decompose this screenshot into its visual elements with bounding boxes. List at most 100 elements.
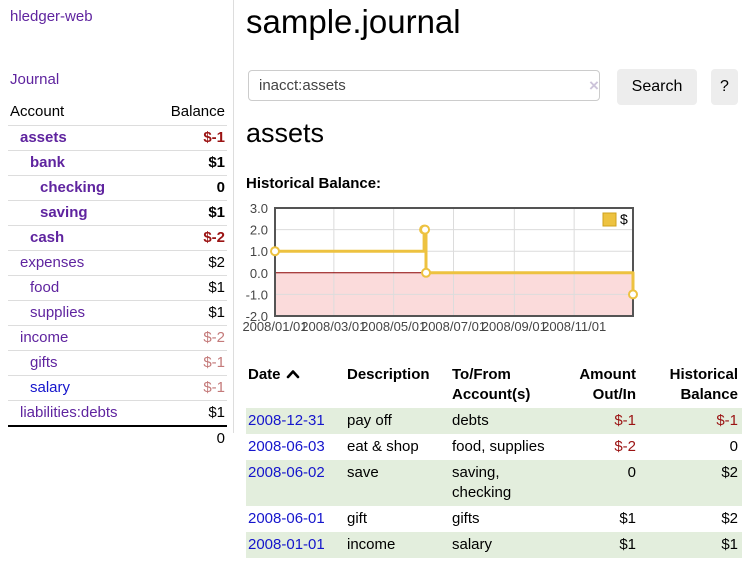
account-balance: $-1 bbox=[203, 129, 225, 146]
accounts-column-balance: Balance bbox=[170, 103, 225, 120]
accounts-table-header: Account Balance bbox=[8, 100, 227, 126]
transaction-description: eat & shop bbox=[347, 438, 419, 455]
account-balance: $1 bbox=[208, 404, 225, 421]
account-balance: $1 bbox=[208, 304, 225, 321]
account-row: bank $1 bbox=[8, 150, 227, 176]
svg-text:1.0: 1.0 bbox=[250, 244, 268, 259]
account-link[interactable]: supplies bbox=[30, 304, 86, 321]
svg-text:2008/01/01: 2008/01/01 bbox=[242, 319, 307, 334]
sidebar-divider bbox=[233, 0, 234, 433]
account-balance: $-2 bbox=[203, 329, 225, 346]
transaction-accounts: saving, checking bbox=[452, 464, 512, 501]
svg-text:3.0: 3.0 bbox=[250, 203, 268, 216]
page-title: sample.journal bbox=[246, 3, 461, 40]
account-balance: $1 bbox=[208, 279, 225, 296]
transaction-row: 2008-06-01 gift gifts $1 $2 bbox=[246, 506, 742, 532]
register-column-amount-out-in: Amount Out/In bbox=[579, 366, 636, 403]
account-link[interactable]: salary bbox=[30, 379, 71, 396]
sort-ascending-icon bbox=[286, 370, 299, 379]
accounts-table: Account Balance assets $-1 bank $1 checking 0… bbox=[8, 100, 227, 451]
transaction-amount: $-1 bbox=[614, 412, 636, 429]
svg-text:2.0: 2.0 bbox=[250, 223, 268, 238]
transaction-balance: 0 bbox=[729, 438, 738, 455]
account-row: salary $-1 bbox=[8, 375, 227, 401]
account-link[interactable]: liabilities:debts bbox=[20, 404, 118, 421]
account-link[interactable]: food bbox=[30, 279, 60, 296]
accounts-total-balance: 0 bbox=[216, 430, 225, 447]
register-table: Date Description To/From Account(s) Amount … bbox=[246, 362, 742, 558]
register-column-to-from-account-s-: To/From Account(s) bbox=[452, 366, 531, 403]
account-row: checking 0 bbox=[8, 175, 227, 201]
transaction-date-link[interactable]: 2008-12-31 bbox=[248, 412, 325, 429]
svg-text:2008/07/01: 2008/07/01 bbox=[421, 319, 486, 334]
transaction-balance: $-1 bbox=[716, 412, 738, 429]
account-balance: 0 bbox=[216, 179, 225, 196]
svg-text:2008/03/01: 2008/03/01 bbox=[301, 319, 366, 334]
account-link[interactable]: gifts bbox=[30, 354, 58, 371]
transaction-row: 2008-06-02 save saving, checking 0 $2 bbox=[246, 460, 742, 506]
transaction-amount: $1 bbox=[619, 510, 636, 527]
sidebar-item-journal[interactable]: Journal bbox=[10, 71, 60, 88]
transaction-row: 2008-06-03 eat & shop food, supplies $-2 0 bbox=[246, 434, 742, 460]
transaction-balance: $2 bbox=[721, 464, 738, 481]
transaction-amount: 0 bbox=[627, 464, 636, 481]
transaction-description: income bbox=[347, 536, 396, 553]
account-row: supplies $1 bbox=[8, 300, 227, 326]
transaction-accounts: debts bbox=[452, 412, 489, 429]
account-link[interactable]: saving bbox=[40, 204, 88, 221]
app-brand-link[interactable]: hledger-web bbox=[10, 8, 93, 25]
account-balance: $1 bbox=[208, 204, 225, 221]
chart-title: Historical Balance: bbox=[246, 175, 382, 192]
clear-search-icon[interactable]: × bbox=[589, 76, 599, 95]
transaction-date-link[interactable]: 2008-06-03 bbox=[248, 438, 325, 455]
transaction-description: pay off bbox=[347, 412, 392, 429]
account-row: income $-2 bbox=[8, 325, 227, 351]
account-link[interactable]: bank bbox=[30, 154, 66, 171]
account-balance: $1 bbox=[208, 154, 225, 171]
transaction-date-link[interactable]: 2008-06-01 bbox=[248, 510, 325, 527]
accounts-column-account: Account bbox=[10, 103, 65, 120]
account-row: food $1 bbox=[8, 275, 227, 301]
register-table-body: 2008-12-31 pay off debts $-1 $-1 2008-06-03 ea… bbox=[246, 408, 742, 558]
svg-text:2008/11/01: 2008/11/01 bbox=[542, 319, 606, 334]
transaction-description: save bbox=[347, 464, 379, 481]
accounts-table-body: assets $-1 bank $1 checking 0 saving $1 cash $-2 e… bbox=[8, 125, 227, 427]
transaction-balance: $2 bbox=[721, 510, 738, 527]
account-link[interactable]: expenses bbox=[20, 254, 85, 271]
transaction-amount: $1 bbox=[619, 536, 636, 553]
account-balance: $-1 bbox=[203, 379, 225, 396]
transaction-date-link[interactable]: 2008-01-01 bbox=[248, 536, 325, 553]
transaction-row: 2008-01-01 income salary $1 $1 bbox=[246, 532, 742, 558]
account-link[interactable]: checking bbox=[40, 179, 106, 196]
transaction-row: 2008-12-31 pay off debts $-1 $-1 bbox=[246, 408, 742, 434]
svg-text:$: $ bbox=[620, 211, 628, 227]
svg-text:-1.0: -1.0 bbox=[246, 287, 268, 302]
search-input[interactable] bbox=[248, 70, 600, 101]
account-link[interactable]: income bbox=[20, 329, 69, 346]
search-button[interactable]: Search bbox=[617, 69, 697, 105]
help-button[interactable]: ? bbox=[711, 69, 738, 105]
account-row: cash $-2 bbox=[8, 225, 227, 251]
svg-text:0.0: 0.0 bbox=[250, 266, 268, 281]
account-link[interactable]: assets bbox=[20, 129, 67, 146]
transaction-date-link[interactable]: 2008-06-02 bbox=[248, 464, 325, 481]
register-header-row: Date Description To/From Account(s) Amount … bbox=[246, 362, 742, 408]
historical-balance-chart-container: $3.0 2.0 1.0 0.0 -1.0 -2.0 2008/01/01 2008/03/0… bbox=[240, 201, 742, 338]
transaction-balance: $1 bbox=[721, 536, 738, 553]
account-balance: $2 bbox=[208, 254, 225, 271]
register-column-historical-balance: Historical Balance bbox=[669, 366, 738, 403]
register-column-date[interactable]: Date bbox=[246, 362, 345, 408]
account-balance: $-2 bbox=[203, 229, 225, 246]
historical-balance-chart: $3.0 2.0 1.0 0.0 -1.0 -2.02008/01/012008/03/0… bbox=[242, 201, 638, 334]
account-balance: $-1 bbox=[203, 354, 225, 371]
transaction-accounts: food, supplies bbox=[452, 438, 545, 455]
account-heading: assets bbox=[246, 118, 325, 148]
transaction-accounts: gifts bbox=[452, 510, 480, 527]
account-row: expenses $2 bbox=[8, 250, 227, 276]
account-row: gifts $-1 bbox=[8, 350, 227, 376]
transaction-description: gift bbox=[347, 510, 368, 527]
account-row: assets $-1 bbox=[8, 125, 227, 151]
account-link[interactable]: cash bbox=[30, 229, 65, 246]
svg-text:-2.0: -2.0 bbox=[246, 309, 268, 324]
accounts-total-row: 0 bbox=[8, 426, 227, 451]
